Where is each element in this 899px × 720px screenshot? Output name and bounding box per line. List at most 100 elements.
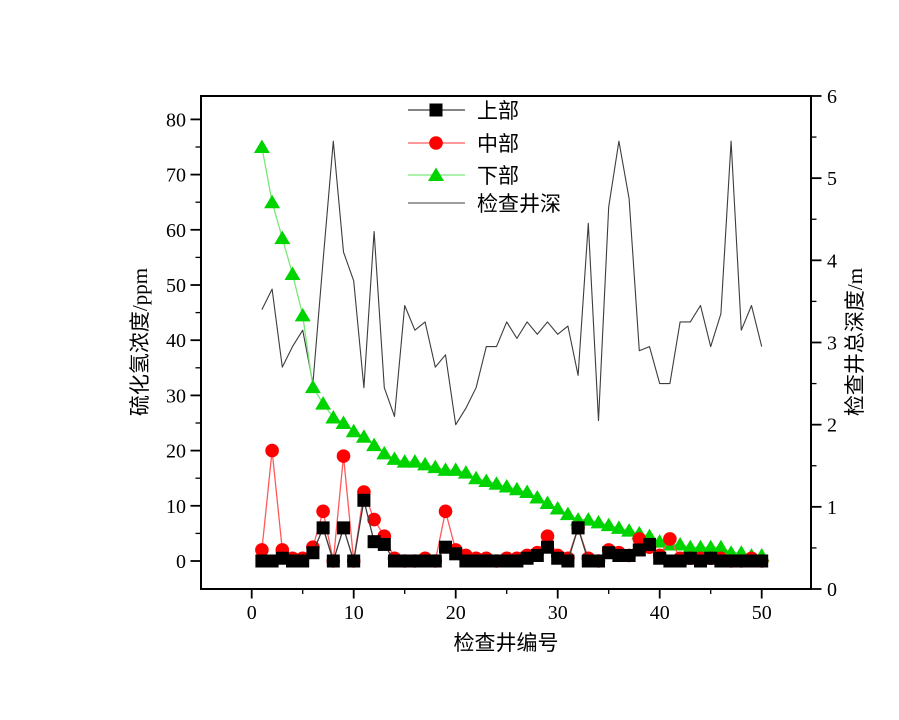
marker-triangle xyxy=(417,456,434,471)
y-left-tick-label: 20 xyxy=(166,441,186,463)
marker-circle xyxy=(336,449,351,463)
x-tick-label: 40 xyxy=(650,602,670,624)
marker-triangle xyxy=(264,194,281,209)
marker-square xyxy=(469,554,483,568)
marker-square xyxy=(337,521,350,535)
marker-triangle xyxy=(702,539,719,554)
y-left-tick-label: 70 xyxy=(166,165,186,187)
marker-triangle xyxy=(366,437,383,452)
marker-triangle xyxy=(610,520,627,534)
marker-square xyxy=(683,551,697,565)
marker-triangle xyxy=(274,230,291,245)
marker-triangle xyxy=(335,415,352,429)
marker-square xyxy=(561,554,575,568)
marker-triangle xyxy=(549,501,566,515)
marker-triangle xyxy=(428,167,444,181)
marker-triangle xyxy=(447,462,464,476)
y-right-tick-label: 1 xyxy=(827,497,837,519)
marker-square xyxy=(296,554,310,568)
marker-triangle xyxy=(621,523,638,537)
marker-square xyxy=(459,554,473,568)
legend-label: 检查井深 xyxy=(477,192,561,216)
marker-triangle xyxy=(427,459,444,474)
marker-square xyxy=(745,554,758,568)
marker-triangle xyxy=(325,409,342,424)
marker-triangle xyxy=(508,481,525,496)
marker-triangle xyxy=(529,490,546,504)
y-left-tick-label: 60 xyxy=(166,220,186,242)
y-left-tick-label: 40 xyxy=(166,330,186,352)
marker-triangle xyxy=(692,539,709,554)
y-axis-right-title: 检查井总深度/m xyxy=(843,268,867,416)
marker-triangle xyxy=(559,506,576,521)
legend-label: 中部 xyxy=(477,132,519,156)
marker-square xyxy=(581,554,595,568)
marker-square xyxy=(490,554,503,568)
marker-triangle xyxy=(315,396,332,410)
y-left-tick-label: 10 xyxy=(166,496,186,518)
marker-square xyxy=(602,546,616,560)
marker-square xyxy=(673,554,687,568)
legend-label: 下部 xyxy=(477,164,519,188)
y-right-tick-label: 0 xyxy=(827,579,837,601)
marker-circle xyxy=(367,512,381,527)
marker-circle xyxy=(429,136,443,150)
marker-circle xyxy=(663,532,677,546)
marker-circle xyxy=(265,443,279,458)
x-tick-label: 30 xyxy=(548,602,568,624)
y-left-tick-label: 0 xyxy=(176,551,186,573)
y-right-tick-label: 3 xyxy=(827,332,837,354)
marker-circle xyxy=(632,532,647,546)
marker-square xyxy=(500,554,514,568)
marker-triangle xyxy=(468,470,485,485)
marker-square xyxy=(551,551,565,565)
marker-square xyxy=(479,554,493,568)
marker-square xyxy=(653,551,667,565)
marker-triangle xyxy=(396,454,413,468)
marker-triangle xyxy=(478,473,495,487)
marker-square xyxy=(704,551,718,565)
marker-square xyxy=(622,548,636,562)
y-axis-right: 0 1 2 3 4 5 6 xyxy=(811,86,837,601)
marker-square xyxy=(520,551,534,565)
marker-square xyxy=(265,554,279,568)
marker-square xyxy=(530,548,544,562)
marker-triangle xyxy=(304,379,321,394)
marker-triangle xyxy=(672,536,689,551)
marker-square xyxy=(408,554,422,568)
marker-square xyxy=(724,554,738,568)
marker-square xyxy=(286,554,299,568)
marker-square xyxy=(663,554,677,568)
marker-square xyxy=(612,548,626,562)
series-depth-line xyxy=(261,140,763,426)
marker-square xyxy=(255,554,269,568)
y-right-tick-label: 6 xyxy=(827,86,837,108)
marker-triangle xyxy=(345,423,362,438)
marker-triangle xyxy=(284,266,301,280)
marker-square xyxy=(275,551,289,565)
marker-triangle xyxy=(498,478,515,493)
x-tick-label: 50 xyxy=(752,602,772,624)
marker-square xyxy=(694,554,707,568)
marker-triangle xyxy=(376,445,393,460)
marker-square xyxy=(316,521,330,535)
marker-triangle xyxy=(519,484,536,498)
x-tick-label: 20 xyxy=(446,602,466,624)
marker-triangle xyxy=(682,539,699,554)
marker-square xyxy=(429,103,443,117)
marker-square xyxy=(734,554,748,568)
marker-square xyxy=(306,546,320,560)
x-axis: 0 10 20 30 40 50 xyxy=(247,589,772,624)
marker-square xyxy=(643,537,656,551)
y-right-tick-label: 5 xyxy=(827,168,837,190)
marker-square xyxy=(326,554,340,568)
series-lower xyxy=(253,139,770,562)
x-tick-label: 10 xyxy=(344,602,364,624)
marker-square xyxy=(418,554,432,568)
y-axis-left: 0 10 20 30 40 50 60 70 80 xyxy=(166,109,201,573)
legend-label: 上部 xyxy=(477,99,519,123)
x-tick-label: 0 xyxy=(247,602,257,624)
y-left-tick-label: 50 xyxy=(166,275,186,297)
marker-square xyxy=(755,554,769,568)
